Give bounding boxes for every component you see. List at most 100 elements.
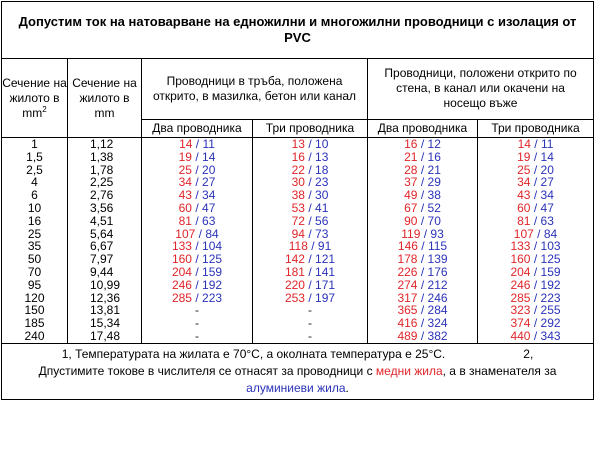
cell-cross-section: 70: [1, 266, 68, 279]
cell-current-g1-3: 181 / 141: [252, 264, 368, 279]
footnote-line-3: алуминиеви жила.: [4, 380, 591, 397]
cell-current-g2-3: 285 / 223: [476, 291, 595, 305]
header-g1-two: Два проводника: [141, 118, 253, 139]
aluminium-value: 246: [427, 290, 448, 305]
copper-value: 107: [175, 226, 196, 241]
copper-value: 204: [171, 264, 192, 279]
cell-current-g2-3: 374 / 292: [476, 316, 595, 331]
aluminium-value: 84: [205, 226, 219, 241]
cell-current-g2-3: 60 / 47: [476, 202, 595, 215]
cell-current-g1-3: -: [252, 328, 368, 344]
value-separator: /: [420, 303, 425, 318]
cell-current-g1-2: 246 / 192: [141, 278, 253, 292]
cell-current-g2-3: 19 / 14: [476, 150, 595, 164]
aluminium-value: 212: [427, 277, 448, 292]
aluminium-value: 10: [315, 137, 329, 151]
aluminium-value: 20: [540, 162, 554, 177]
cell-cross-section: 185: [1, 317, 68, 330]
copper-value: 22: [291, 162, 305, 177]
cell-current-g1-3: 38 / 30: [252, 188, 368, 203]
cell-cross-section: 16: [1, 214, 68, 228]
aluminium-value: 192: [540, 277, 561, 292]
cell-current-g2-2: 119 / 93: [367, 227, 478, 241]
value-separator: /: [420, 277, 425, 292]
copper-value: 323: [510, 303, 531, 318]
cell-current-g2-3: 323 / 255: [476, 303, 595, 318]
footnote-number-2: 2,: [523, 346, 534, 361]
value-separator: /: [195, 188, 199, 203]
value-separator: /: [308, 175, 312, 190]
copper-value: 285: [171, 290, 192, 305]
cell-diameter: 1,78: [67, 163, 142, 177]
aluminium-value: 41: [315, 200, 329, 215]
copper-value: 34: [517, 175, 531, 190]
cell-current-g2-3: 43 / 34: [476, 188, 595, 203]
cell-current-g1-3: 30 / 23: [252, 175, 368, 190]
aluminium-value: 324: [427, 316, 448, 331]
value-separator: /: [533, 175, 538, 190]
copper-value: 67: [404, 200, 418, 215]
cell-diameter: 9,44: [67, 266, 142, 279]
value-separator: /: [533, 264, 538, 279]
copper-value: 53: [291, 200, 305, 215]
copper-value: 49: [404, 188, 418, 203]
copper-value: 374: [510, 316, 531, 331]
copper-value: 16: [291, 149, 305, 164]
value-separator: /: [308, 200, 312, 215]
header-g1-three: Три проводника: [252, 118, 368, 139]
copper-value: 181: [284, 264, 305, 279]
aluminium-value: 20: [202, 162, 216, 177]
copper-value: 118: [288, 239, 308, 254]
footnote-denominator-text: , а в знаменателя за: [442, 363, 557, 378]
header-g2-two: Два проводника: [367, 118, 478, 139]
aluminium-value: 176: [427, 264, 448, 279]
cell-cross-section: 240: [1, 329, 68, 344]
empty-dash: -: [308, 328, 312, 343]
copper-value: 146: [397, 239, 418, 254]
cell-current-g2-3: 133 / 103: [476, 240, 595, 254]
value-separator: /: [420, 264, 425, 279]
table-row: 2,5 1,78 25 / 20 22 / 18 28 / 21 25 / 20: [1, 162, 595, 177]
empty-dash: -: [308, 316, 312, 331]
cell-current-g2-3: 160 / 125: [476, 252, 595, 267]
value-separator: /: [533, 162, 538, 177]
aluminium-value: 52: [427, 200, 441, 215]
value-separator: /: [195, 175, 199, 190]
value-separator: /: [420, 290, 425, 305]
aluminium-value: 34: [202, 188, 216, 203]
copper-value: 365: [397, 303, 418, 318]
cell-current-g1-3: 53 / 41: [252, 200, 368, 215]
value-separator: /: [420, 162, 425, 177]
cell-current-g2-3: 14 / 11: [476, 137, 595, 151]
cell-current-g1-2: 34 / 27: [141, 175, 253, 190]
value-separator: /: [195, 149, 199, 164]
value-separator: /: [195, 252, 199, 267]
cell-current-g2-2: 28 / 21: [367, 162, 478, 177]
value-separator: /: [534, 137, 538, 151]
copper-value: 19: [178, 149, 192, 164]
aluminium-value: 27: [540, 175, 554, 190]
copper-value: 38: [291, 188, 305, 203]
header-cross-section-label: Сечение на жилото в mm: [2, 75, 67, 120]
table-row: 95 10,99 246 / 192 220 / 171 274 / 212 246 / …: [1, 277, 595, 292]
aluminium-value: 16: [427, 149, 441, 164]
aluminium-value: 91: [317, 239, 332, 254]
aluminium-value: 125: [540, 252, 561, 267]
value-separator: /: [195, 200, 199, 215]
cell-diameter: 1,12: [67, 137, 142, 151]
value-separator: /: [533, 188, 538, 203]
copper-value: 204: [510, 264, 531, 279]
copper-value: 14: [517, 137, 531, 151]
aluminium-value: 70: [427, 213, 441, 228]
value-separator: /: [308, 290, 312, 305]
value-separator: /: [420, 175, 425, 190]
cell-current-g2-3: 25 / 20: [476, 162, 595, 177]
copper-value: 43: [517, 188, 531, 203]
value-separator: /: [308, 149, 312, 164]
copper-value: 178: [397, 252, 418, 267]
cell-current-g1-3: 94 / 73: [252, 227, 368, 241]
aluminium-value: 30: [315, 188, 329, 203]
cell-diameter: 6,67: [67, 240, 142, 254]
copper-value: 246: [510, 277, 531, 292]
copper-value: 81: [178, 213, 192, 228]
